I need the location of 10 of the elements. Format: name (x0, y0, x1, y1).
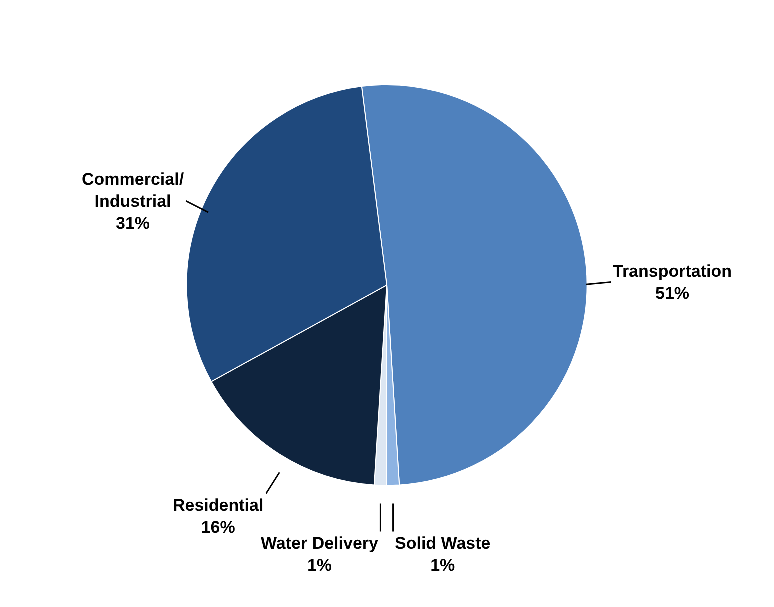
data-label: 1% (430, 556, 456, 576)
data-label: 31% (116, 214, 150, 234)
data-label: 1% (307, 556, 332, 576)
slice-label: Commercial/Industrial (82, 170, 184, 212)
data-label: 51% (655, 284, 690, 304)
slice-label: Transportation (613, 262, 732, 281)
slice-label: Residential (173, 496, 264, 515)
slice-label: Solid Waste (395, 534, 491, 553)
data-label: 16% (201, 518, 236, 538)
slice-label: Water Delivery (261, 534, 380, 553)
